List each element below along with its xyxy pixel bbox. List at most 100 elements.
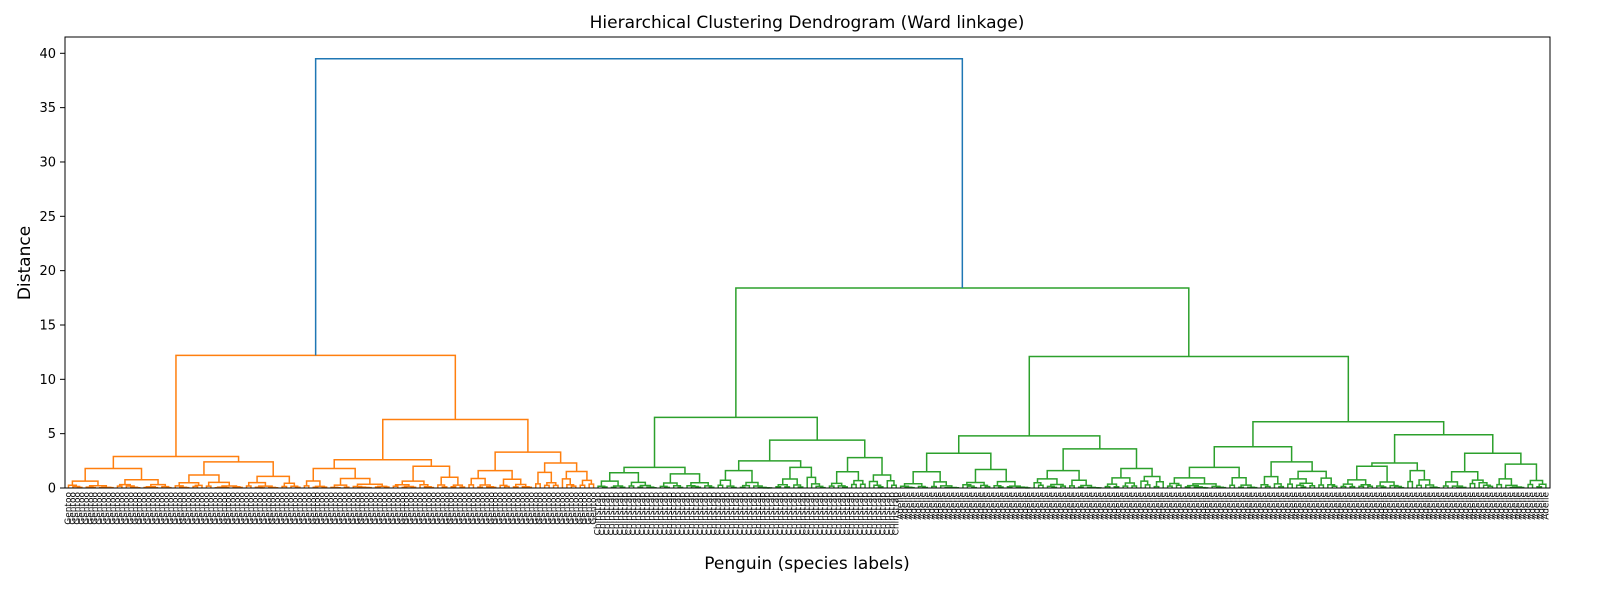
leaf-label: Gentoo xyxy=(287,492,297,525)
leaf-label: Gentoo xyxy=(433,492,443,525)
leaf-label: Gentoo xyxy=(500,492,510,525)
leaf-label: Adelie xyxy=(1239,492,1249,520)
leaf-label: Adelie xyxy=(1306,492,1316,520)
leaf-label: Gentoo xyxy=(291,492,301,525)
leaf-label: Chinstrap xyxy=(705,492,715,536)
leaf-label: Gentoo xyxy=(215,492,225,525)
leaf-label: Gentoo xyxy=(393,492,403,525)
leaf-label: Adelie xyxy=(1435,492,1445,520)
leaf-label: Adelie xyxy=(1533,492,1543,520)
leaf-label: Gentoo xyxy=(469,492,479,525)
dendrogram-link xyxy=(1482,484,1492,488)
dendrogram-link xyxy=(1104,485,1111,488)
dendrogram-link xyxy=(1260,483,1269,488)
dendrogram-link xyxy=(608,472,640,483)
dendrogram-link xyxy=(1371,462,1419,471)
dendrogram-link xyxy=(828,485,835,488)
leaf-label: Gentoo xyxy=(122,492,132,525)
leaf-label: Gentoo xyxy=(220,492,230,525)
dendrogram-link xyxy=(912,470,941,484)
leaf-label: Chinstrap xyxy=(607,492,617,536)
dendrogram-link xyxy=(1213,445,1293,468)
dendrogram-link xyxy=(1478,481,1488,488)
leaf-label: Adelie xyxy=(1257,492,1267,520)
leaf-label: Gentoo xyxy=(153,492,163,525)
leaf-label: Adelie xyxy=(1177,492,1187,520)
leaf-label: Gentoo xyxy=(478,492,488,525)
leaf-label: Adelie xyxy=(927,492,937,520)
leaf-label: Gentoo xyxy=(513,492,523,525)
chart-title: Hierarchical Clustering Dendrogram (Ward… xyxy=(590,13,1025,33)
leaf-label: Adelie xyxy=(1359,492,1369,520)
leaf-label: Gentoo xyxy=(91,492,101,525)
dendrogram-link xyxy=(1143,475,1161,482)
leaf-label: Adelie xyxy=(1061,492,1071,520)
leaf-label: Gentoo xyxy=(211,492,221,525)
leaf-label: Adelie xyxy=(1110,492,1120,520)
leaf-label: Adelie xyxy=(1301,492,1311,520)
leaf-label: Adelie xyxy=(990,492,1000,520)
leaf-label: Gentoo xyxy=(86,492,96,525)
leaf-label: Chinstrap xyxy=(620,492,630,536)
leaf-label: Gentoo xyxy=(189,492,199,525)
dendrogram-link xyxy=(1120,467,1153,478)
leaf-label: Chinstrap xyxy=(651,492,661,536)
leaf-label: Chinstrap xyxy=(852,492,862,536)
leaf-label: Adelie xyxy=(1217,492,1227,520)
leaf-label: Adelie xyxy=(1377,492,1387,520)
leaf-label: Adelie xyxy=(1510,492,1520,520)
leaf-label: Gentoo xyxy=(131,492,141,525)
leaf-label: Gentoo xyxy=(135,492,145,525)
dendrogram-link xyxy=(1193,486,1203,488)
leaf-label: Adelie xyxy=(981,492,991,520)
dendrogram-link xyxy=(1080,484,1093,488)
leaf-label: Adelie xyxy=(985,492,995,520)
leaf-label: Adelie xyxy=(1541,492,1551,520)
dendrogram-link xyxy=(810,483,821,488)
dendrogram-link xyxy=(382,418,529,460)
leaf-label: Gentoo xyxy=(505,492,515,525)
leaf-label: Adelie xyxy=(945,492,955,520)
dendrogram-link xyxy=(394,484,410,487)
leaf-label: Gentoo xyxy=(175,492,185,525)
leaf-label: Adelie xyxy=(1128,492,1138,520)
leaf-label: Gentoo xyxy=(491,492,501,525)
dendrogram-link xyxy=(853,479,864,485)
leaf-label: Gentoo xyxy=(389,492,399,525)
dendrogram-link xyxy=(546,481,557,486)
dendrogram-link xyxy=(891,484,897,488)
leaf-label: Gentoo xyxy=(113,492,123,525)
leaf-label: Chinstrap xyxy=(807,492,817,536)
leaf-label: Chinstrap xyxy=(656,492,666,536)
leaf-label: Adelie xyxy=(1524,492,1534,520)
leaf-label: Chinstrap xyxy=(758,492,768,536)
leaf-label: Gentoo xyxy=(309,492,319,525)
dendrogram-link xyxy=(933,481,948,487)
dendrogram-link xyxy=(1229,484,1236,488)
leaf-label: Gentoo xyxy=(473,492,483,525)
leaf-label: Adelie xyxy=(1372,492,1382,520)
leaf-label: Gentoo xyxy=(269,492,279,525)
dendrogram-link xyxy=(719,479,732,487)
x-axis-label: Penguin (species labels) xyxy=(704,554,909,574)
leaf-label: Gentoo xyxy=(362,492,372,525)
dendrogram-link xyxy=(1175,484,1182,488)
dendrogram-link xyxy=(570,485,577,488)
dendrogram-link xyxy=(1050,483,1064,487)
leaf-label: Gentoo xyxy=(540,492,550,525)
leaf-label: Adelie xyxy=(1105,492,1115,520)
dendrogram-link xyxy=(600,480,619,487)
dendrogram-link xyxy=(1231,476,1247,486)
leaf-label: Adelie xyxy=(1475,492,1485,520)
dendrogram-link xyxy=(859,483,866,488)
dendrogram-link xyxy=(1263,475,1279,485)
dendrogram-link xyxy=(835,470,860,484)
leaf-label: Chinstrap xyxy=(718,492,728,536)
leaf-label: Gentoo xyxy=(171,492,181,525)
dendrogram-link xyxy=(283,482,296,487)
leaf-label: Gentoo xyxy=(367,492,377,525)
leaf-label: Adelie xyxy=(1123,492,1133,520)
leaf-label: Adelie xyxy=(1252,492,1262,520)
leaf-label: Chinstrap xyxy=(847,492,857,536)
leaf-label: Adelie xyxy=(1448,492,1458,520)
